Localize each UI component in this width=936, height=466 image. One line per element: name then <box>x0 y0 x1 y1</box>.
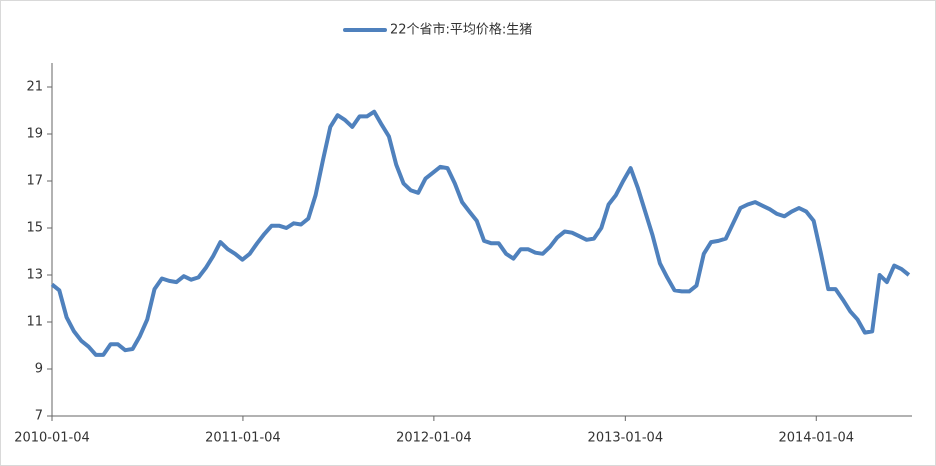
x-tick-label: 2012-01-04 <box>396 431 472 446</box>
y-tick-label: 15 <box>26 221 43 236</box>
legend-label: 22个省市:平均价格:生猪 <box>390 22 532 38</box>
series-line <box>50 109 911 357</box>
x-tick-label: 2010-01-04 <box>14 431 90 446</box>
y-tick-label: 11 <box>26 315 43 330</box>
x-tick-label: 2013-01-04 <box>588 431 664 446</box>
y-tick-label: 9 <box>35 362 43 377</box>
y-tick-label: 19 <box>26 127 43 142</box>
x-tick-label: 2014-01-04 <box>778 431 854 446</box>
y-tick-label: 17 <box>26 174 43 189</box>
y-tick-label: 7 <box>35 409 43 424</box>
y-tick-label: 21 <box>26 80 43 95</box>
y-tick-label: 13 <box>26 268 43 283</box>
x-tick-label: 2011-01-04 <box>205 431 281 446</box>
